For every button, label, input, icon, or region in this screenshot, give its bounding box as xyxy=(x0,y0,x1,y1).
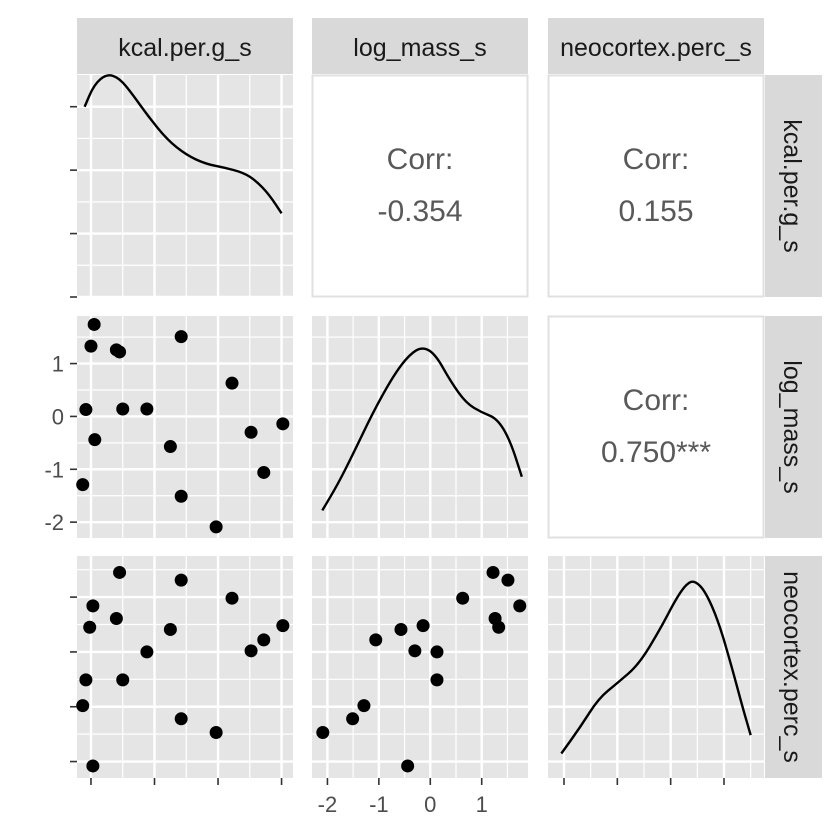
scatter-point xyxy=(174,489,188,503)
x-tick-label: -1 xyxy=(369,792,389,817)
scatter-point xyxy=(401,759,415,773)
density-curve-log_mass_s xyxy=(321,347,523,512)
scatter-point xyxy=(357,699,371,713)
strip-right-clip-group: neocortex.perc_s xyxy=(778,571,806,763)
strip-top-label: kcal.per.g_s xyxy=(118,34,251,62)
x-tick-label: -2 xyxy=(318,792,338,817)
scatter-point xyxy=(113,345,127,359)
scatter-point xyxy=(83,620,97,634)
scatter-point xyxy=(113,565,127,579)
scatter-point xyxy=(257,465,271,479)
scatter-point xyxy=(276,619,290,633)
correlation-label: Corr: xyxy=(623,384,690,417)
correlation-value: 0.750*** xyxy=(601,436,711,469)
scatter-point xyxy=(163,440,177,454)
scatter-point xyxy=(109,611,123,625)
panel-background xyxy=(77,556,293,778)
scatter-point xyxy=(346,712,360,726)
scatter-point xyxy=(501,573,515,587)
scatter-point xyxy=(79,403,93,417)
scatter-point xyxy=(244,425,258,439)
y-tick-label: -1 xyxy=(44,457,64,482)
scatter-point xyxy=(276,417,290,431)
scatter-point xyxy=(116,402,130,416)
scatter-point xyxy=(76,478,90,492)
scatter-point xyxy=(225,376,239,390)
scatter-point xyxy=(209,520,223,534)
scatter-point xyxy=(492,620,506,634)
scatter-point xyxy=(257,633,271,647)
strip-top-label: log_mass_s xyxy=(353,34,486,62)
scatter-point xyxy=(86,599,100,613)
strip-right-clip-group: kcal.per.g_s xyxy=(778,119,806,252)
y-tick-label: 0 xyxy=(52,404,64,429)
scatter-point xyxy=(513,599,527,613)
panel-grid xyxy=(77,316,293,538)
correlation-panel xyxy=(311,74,529,298)
density-curve-neocortex.perc_s xyxy=(560,580,752,755)
strip-right-background xyxy=(765,316,822,538)
scatter-point xyxy=(209,726,223,740)
strip-top-background xyxy=(312,18,528,74)
correlation-label: Corr: xyxy=(623,143,690,176)
scatter-point xyxy=(408,644,422,658)
scatter-point xyxy=(430,673,444,687)
scatter-point xyxy=(76,699,90,713)
scatter-point xyxy=(394,622,408,636)
x-tick-label: 1 xyxy=(476,792,488,817)
strip-top-label: neocortex.perc_s xyxy=(560,34,752,62)
scatter-point xyxy=(430,645,444,659)
y-tick-label: -2 xyxy=(44,510,64,535)
x-tick-label: 0 xyxy=(424,792,436,817)
strip-right-label: kcal.per.g_s xyxy=(778,119,806,252)
scatter-point xyxy=(140,645,154,659)
scatter-point xyxy=(116,673,130,687)
scatter-point xyxy=(84,339,98,353)
strip-right-label: neocortex.perc_s xyxy=(778,571,806,763)
scatter-point xyxy=(486,565,500,579)
strip-right-clip-group: log_mass_s xyxy=(778,360,806,493)
scatter-point xyxy=(244,644,258,658)
scatter-point xyxy=(456,591,470,605)
y-tick-label: 1 xyxy=(52,352,64,377)
scatter-point xyxy=(225,591,239,605)
panel-background xyxy=(548,556,764,778)
panel-background xyxy=(77,75,293,297)
panel-grid xyxy=(77,75,293,299)
strip-top-background xyxy=(548,18,764,74)
panel-grid xyxy=(312,556,528,778)
scatter-point xyxy=(86,759,100,773)
panel-grid xyxy=(77,556,293,778)
panel-background xyxy=(312,316,528,538)
correlation-value: -0.354 xyxy=(377,195,462,228)
correlation-value: 0.155 xyxy=(618,195,693,228)
scatter-point xyxy=(174,573,188,587)
correlation-label: Corr: xyxy=(387,143,454,176)
correlation-panel xyxy=(547,74,765,298)
panel-background xyxy=(312,556,528,778)
strip-top-background xyxy=(77,18,293,74)
correlation-panel xyxy=(547,315,765,539)
scatter-point xyxy=(88,433,102,447)
scatter-point xyxy=(140,402,154,416)
scatter-point xyxy=(369,633,383,647)
panel-background xyxy=(77,316,293,538)
scatter-point xyxy=(163,622,177,636)
scatter-point xyxy=(416,619,430,633)
strip-right-background xyxy=(765,75,822,297)
panel-grid xyxy=(548,556,764,778)
density-curve-kcal.per.g_s xyxy=(83,74,283,214)
strip-right-background xyxy=(765,556,822,778)
scatter-point xyxy=(174,330,188,344)
scatter-point xyxy=(87,317,101,331)
scatter-point xyxy=(79,673,93,687)
scatter-point xyxy=(174,712,188,726)
scatter-point xyxy=(316,726,330,740)
strip-right-label: log_mass_s xyxy=(778,360,806,493)
panel-grid xyxy=(312,316,528,538)
